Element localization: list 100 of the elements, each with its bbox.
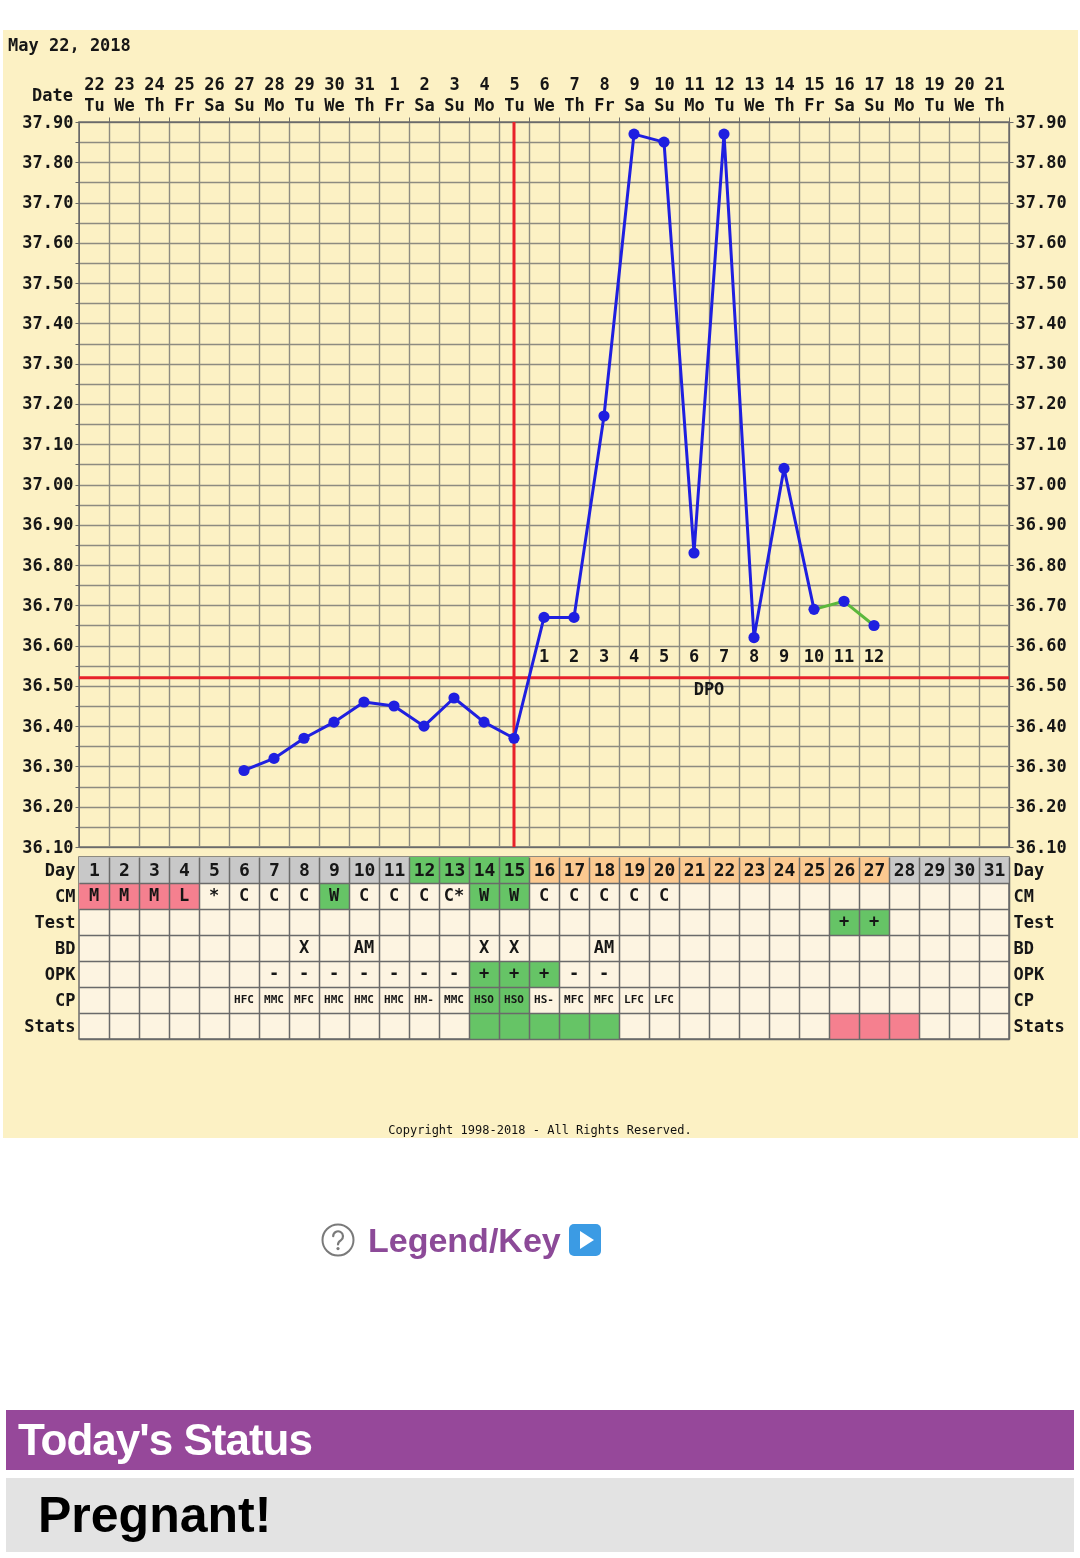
point <box>478 716 490 728</box>
x2-tick-label: 5 Tu <box>504 73 525 115</box>
y-tick-label: 37.60 <box>22 232 74 253</box>
text: C <box>268 885 280 905</box>
x-tick-label: 3 <box>149 858 160 880</box>
text: AM <box>353 937 375 957</box>
point <box>508 732 520 744</box>
x2-axis-title: Date <box>32 84 73 105</box>
text: LFC <box>624 993 644 1006</box>
point <box>268 752 280 764</box>
x-tick-label: 4 <box>179 858 191 880</box>
point <box>538 611 550 623</box>
annotation: 1 <box>538 645 550 666</box>
text: W <box>508 885 520 905</box>
y-tick-label: 37.10 <box>22 433 74 454</box>
text: L <box>178 885 190 905</box>
text: HMC <box>384 993 404 1006</box>
annotation: 4 <box>628 645 640 666</box>
x-tick-label: 6 <box>239 858 250 880</box>
x2-tick-label: 9 Sa <box>624 73 645 115</box>
text: C <box>538 885 550 905</box>
y-tick-label: 37.80 <box>22 151 74 172</box>
text: - <box>568 963 580 983</box>
text: MFC <box>294 993 314 1006</box>
text: - <box>328 963 340 983</box>
category-label: Test <box>34 911 76 932</box>
text: C <box>298 885 310 905</box>
y2-tick-label: 36.10 <box>1015 836 1067 857</box>
y2-tick-label: 36.70 <box>1015 594 1067 615</box>
y-tick-label: 37.30 <box>22 353 74 374</box>
y2-tick-label: 37.20 <box>1015 393 1067 414</box>
text: MMC <box>444 993 464 1006</box>
text: LFC <box>654 993 674 1006</box>
text: X <box>508 937 520 957</box>
point <box>328 716 340 728</box>
x2-tick-label: 30 We <box>324 73 345 115</box>
x2-tick-label: 11 Mo <box>684 73 705 115</box>
text: HMC <box>354 993 374 1006</box>
point <box>718 128 730 140</box>
text: Today's Status <box>18 1414 312 1466</box>
text: X <box>298 937 310 957</box>
text: HMC <box>324 993 344 1006</box>
x2-tick-label: 17 Su <box>864 73 885 115</box>
annotation: 11 <box>833 645 855 666</box>
text: - <box>598 963 610 983</box>
y-tick-label: 37.20 <box>22 393 74 414</box>
x2-tick-label: 20 We <box>954 73 975 115</box>
x-tick-label: 1 <box>89 858 100 880</box>
ref-line-label: DPO <box>693 678 725 699</box>
category-label: Stats <box>1013 1015 1065 1036</box>
y-tick-label: 37.90 <box>22 111 74 132</box>
text: Pregnant! <box>38 1486 272 1545</box>
text: - <box>298 963 310 983</box>
text: AM <box>593 937 615 957</box>
x2-tick-label: 16 Sa <box>834 73 855 115</box>
text: - <box>448 963 460 983</box>
x2-tick-label: 14 Th <box>774 73 795 115</box>
x2-tick-label: 18 Mo <box>894 73 915 115</box>
point <box>808 603 820 615</box>
x2-tick-label: 24 Th <box>144 73 165 115</box>
point <box>838 595 850 607</box>
annotation: 12 <box>863 645 885 666</box>
x2-tick-label: 27 Su <box>234 73 255 115</box>
y2-tick-label: 37.50 <box>1015 272 1067 293</box>
point <box>748 631 760 644</box>
x2-tick-label: 28 Mo <box>264 73 285 115</box>
text: + <box>478 963 490 983</box>
text: HS- <box>534 993 554 1006</box>
x2-tick-label: 21 Th <box>984 73 1005 115</box>
x-tick-label: 8 <box>299 858 310 880</box>
y2-tick-label: 36.90 <box>1015 514 1067 535</box>
point <box>238 764 250 777</box>
text: Legend/Key <box>368 1220 561 1260</box>
y2-tick-label: 37.90 <box>1015 111 1067 132</box>
x2-tick-label: 1 Fr <box>384 73 405 115</box>
point <box>568 611 580 623</box>
x2-tick-label: 23 We <box>114 73 135 115</box>
y-tick-label: 36.40 <box>22 715 74 736</box>
x2-tick-label: 22 Tu <box>84 73 105 115</box>
x2-tick-label: 12 Tu <box>714 73 735 115</box>
text: * <box>208 885 220 905</box>
text: HSO <box>504 993 524 1006</box>
category-label: CP <box>1013 989 1034 1010</box>
point <box>358 696 370 708</box>
y-tick-label: 36.60 <box>22 635 74 656</box>
annotation: 3 <box>598 645 610 666</box>
y2-tick-label: 37.00 <box>1015 474 1067 494</box>
chart-title: May 22, 2018 <box>8 35 131 55</box>
x2-tick-label: 25 Fr <box>174 73 195 115</box>
category-label: OPK <box>44 963 76 984</box>
y-tick-label: 37.40 <box>22 312 74 333</box>
point <box>778 462 790 474</box>
annotation: 9 <box>778 645 790 666</box>
point <box>688 547 700 559</box>
y-tick-label: 37.50 <box>22 272 74 293</box>
category-label: BD <box>1013 937 1034 958</box>
point <box>418 720 430 732</box>
text: C <box>568 885 580 905</box>
category-label: Day <box>44 859 76 880</box>
text: C* <box>443 885 465 905</box>
